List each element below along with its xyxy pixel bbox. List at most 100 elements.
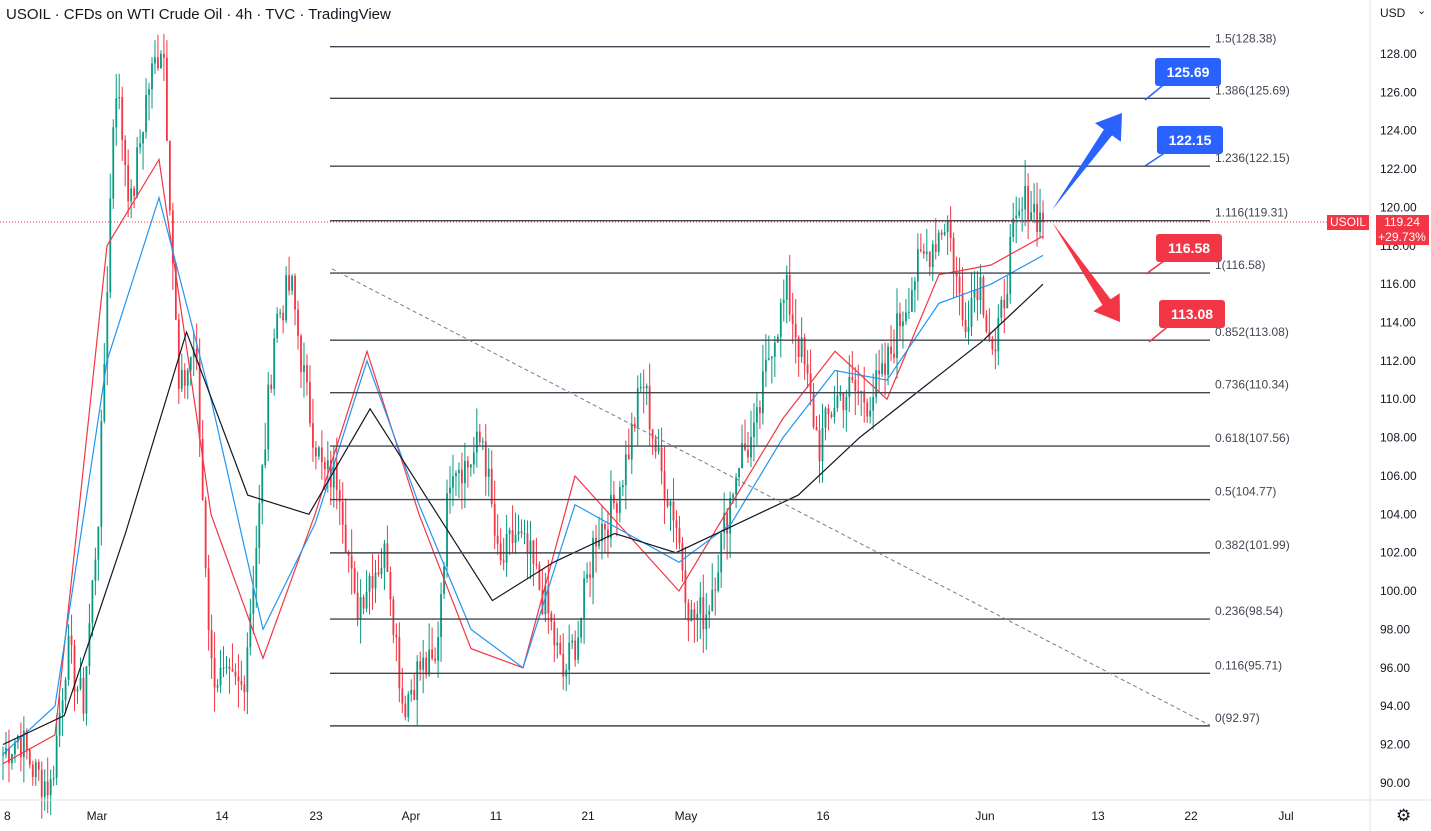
candle-body — [711, 589, 714, 612]
candle-body — [425, 657, 428, 675]
candle-body — [827, 408, 830, 415]
candle-body — [639, 386, 642, 389]
candle-body — [803, 337, 806, 365]
candle-body — [151, 63, 153, 90]
fib-level-label: 1(116.58) — [1215, 258, 1265, 272]
candle-body — [753, 422, 755, 438]
y-tick-label: 122.00 — [1380, 162, 1417, 176]
y-tick-label: 124.00 — [1380, 124, 1417, 138]
candle-body — [756, 407, 758, 423]
candle-body — [404, 703, 407, 718]
candle-body — [714, 589, 717, 591]
candle-body — [872, 397, 875, 411]
candle-body — [970, 297, 973, 328]
candle-body — [243, 684, 246, 693]
candle-body — [610, 495, 612, 539]
candle-body — [973, 289, 976, 298]
target-callout-label: 116.58 — [1168, 240, 1210, 256]
candle-body — [431, 649, 434, 659]
candle-body — [359, 597, 362, 619]
candle-body — [1024, 186, 1027, 210]
fib-level-label: 1.5(128.38) — [1215, 32, 1276, 46]
candle-body — [535, 563, 538, 565]
candle-body — [386, 543, 389, 572]
candle-body — [726, 513, 729, 534]
candle-body — [222, 667, 225, 669]
candle-body — [559, 642, 562, 654]
candle-body — [544, 585, 547, 615]
candle-body — [312, 423, 314, 448]
candle-body — [881, 363, 883, 375]
candle-body — [955, 272, 958, 277]
candle-body — [389, 571, 392, 600]
candle-body — [887, 346, 889, 375]
candle-body — [52, 778, 55, 780]
candle-body — [377, 572, 380, 575]
fib-level-label: 1.116(119.31) — [1215, 206, 1288, 220]
candle-body — [514, 534, 517, 543]
candle-body — [812, 392, 815, 428]
candle-body — [648, 385, 651, 430]
currency-selector[interactable]: USD — [1380, 6, 1406, 20]
candle-body — [708, 611, 711, 615]
x-tick-label: 13 — [1091, 809, 1105, 823]
fib-level-label: 1.386(125.69) — [1215, 83, 1290, 97]
candle-body — [246, 647, 249, 693]
candle-body — [249, 613, 252, 648]
candle-body — [306, 365, 308, 383]
candle-body — [1015, 215, 1018, 219]
candle-body — [228, 666, 231, 669]
candle-body — [207, 568, 210, 631]
candle-body — [1000, 299, 1003, 318]
fib-level-label: 0.116(95.71) — [1215, 658, 1282, 672]
candle-body — [195, 348, 198, 362]
last-price-value: 119.24 — [1384, 215, 1420, 229]
x-tick-label: 23 — [309, 809, 323, 823]
candle-body — [455, 472, 457, 477]
candle-body — [2, 754, 4, 756]
candle-body — [344, 524, 347, 553]
candle-body — [461, 469, 463, 484]
x-tick-label: May — [675, 809, 698, 823]
chevron-down-icon[interactable]: ⌄ — [1417, 5, 1427, 17]
y-tick-label: 110.00 — [1380, 392, 1416, 406]
candle-body — [675, 520, 678, 529]
candle-body — [285, 275, 287, 321]
candle-body — [255, 547, 258, 588]
candle-body — [958, 276, 961, 294]
candle-body — [291, 276, 293, 291]
candle-body — [529, 540, 532, 555]
candle-body — [374, 572, 377, 589]
candle-body — [499, 543, 502, 561]
candle-body — [85, 666, 88, 714]
target-callout — [1156, 234, 1222, 262]
y-tick-label: 108.00 — [1380, 431, 1417, 445]
candle-body — [991, 338, 994, 350]
candle-body — [791, 314, 794, 324]
candle-body — [183, 369, 186, 386]
candle-body — [288, 275, 290, 291]
candle-body — [505, 533, 508, 563]
fib-level-label: 0.5(104.77) — [1215, 485, 1276, 499]
candle-body — [836, 395, 839, 408]
candle-body — [615, 503, 618, 513]
candle-body — [833, 407, 836, 417]
candle-body — [678, 528, 681, 544]
candle-body — [401, 688, 404, 704]
candle-body — [410, 689, 413, 695]
candle-body — [171, 210, 174, 264]
candle-body — [261, 465, 264, 504]
candle-body — [416, 661, 419, 700]
candle-body — [848, 376, 851, 398]
candle-body — [335, 462, 338, 490]
candle-body — [994, 349, 997, 352]
target-callout — [1157, 126, 1223, 154]
candle-body — [1036, 203, 1038, 232]
candle-body — [267, 384, 270, 450]
candle-body — [1009, 236, 1012, 294]
candle-body — [964, 319, 967, 333]
candle-body — [896, 313, 898, 358]
candle-body — [180, 369, 183, 389]
gear-icon[interactable]: ⚙ — [1396, 806, 1412, 825]
